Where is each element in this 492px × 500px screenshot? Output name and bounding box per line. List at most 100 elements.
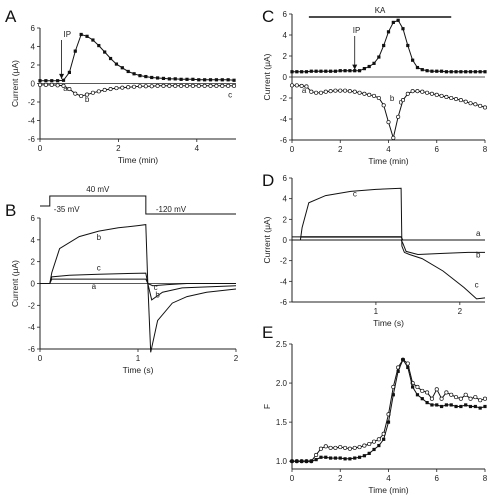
data-point — [309, 89, 314, 94]
data-point — [43, 82, 48, 87]
data-point — [85, 34, 89, 38]
data-point — [61, 78, 66, 82]
panel-letter: C — [262, 7, 274, 26]
data-point — [190, 83, 195, 88]
data-point — [226, 83, 231, 88]
data-point — [415, 393, 420, 397]
data-point — [167, 77, 171, 81]
data-point — [138, 74, 142, 78]
y-tick-label: 6 — [31, 24, 36, 33]
x-tick-label: 8 — [483, 145, 488, 154]
data-point — [295, 70, 299, 74]
data-point — [439, 404, 444, 409]
data-point — [114, 86, 119, 91]
panel-letter: B — [5, 201, 16, 220]
trace-label-c: c — [228, 90, 232, 99]
panel-letter: A — [5, 7, 17, 26]
trace-label-c: c — [399, 97, 403, 106]
data-point — [478, 103, 483, 108]
y-axis-title: Current (μA) — [10, 260, 20, 307]
data-point — [333, 456, 338, 460]
data-point — [401, 27, 405, 31]
data-point — [338, 445, 343, 450]
data-point — [300, 459, 304, 463]
data-point — [179, 83, 184, 88]
data-point — [347, 89, 352, 94]
data-point — [483, 404, 487, 409]
data-point — [300, 70, 304, 74]
data-point — [126, 85, 131, 90]
data-point — [430, 69, 434, 73]
data-point — [371, 439, 377, 444]
data-point — [352, 89, 357, 94]
trace-label-c: c — [353, 190, 357, 199]
panel-D-annotations: a b c c — [300, 190, 481, 290]
data-point — [304, 459, 309, 463]
data-point — [453, 97, 459, 102]
data-point — [391, 393, 395, 397]
data-point — [323, 89, 328, 94]
y-tick-label: -2 — [280, 94, 288, 103]
data-point — [420, 89, 425, 94]
data-point — [50, 79, 54, 83]
data-point — [357, 455, 362, 459]
data-point — [362, 67, 366, 71]
data-point — [343, 457, 347, 461]
series-line — [40, 33, 235, 82]
data-point — [329, 456, 333, 460]
data-point — [149, 84, 154, 89]
data-point — [386, 30, 391, 34]
data-point — [197, 78, 201, 82]
data-point — [463, 392, 468, 397]
data-point — [367, 64, 371, 69]
data-point — [386, 120, 391, 125]
data-point — [444, 94, 449, 100]
data-point — [357, 445, 362, 450]
data-point — [343, 88, 348, 93]
data-point — [295, 459, 299, 463]
data-point — [343, 69, 347, 73]
data-point — [338, 456, 342, 460]
data-point — [425, 90, 430, 95]
data-point — [79, 32, 83, 37]
data-point — [173, 77, 177, 81]
x-axis-title: Time (min) — [118, 155, 158, 165]
data-point — [56, 79, 60, 83]
data-point — [328, 445, 333, 450]
data-point — [362, 443, 367, 448]
x-axis-title: Time (min) — [368, 485, 408, 495]
data-point — [406, 43, 410, 48]
data-point — [435, 69, 439, 73]
y-tick-label: -2 — [28, 301, 36, 310]
trace-label-b: b — [97, 233, 102, 242]
data-point — [482, 105, 488, 110]
data-point — [391, 135, 396, 140]
data-point — [102, 87, 107, 93]
protocol-label-40mv: 40 mV — [86, 185, 110, 194]
data-point — [114, 62, 119, 66]
data-point — [185, 77, 189, 81]
ip3-arrowhead — [59, 73, 65, 79]
data-point — [435, 403, 439, 407]
data-point — [202, 83, 207, 88]
data-point — [208, 83, 213, 88]
voltage-protocol — [40, 195, 236, 215]
data-point — [338, 69, 342, 73]
data-point — [299, 83, 304, 88]
y-tick-label: -6 — [280, 136, 288, 145]
series-line — [292, 19, 485, 73]
x-tick-label: 4 — [195, 144, 200, 153]
data-point — [309, 459, 313, 463]
data-point — [382, 437, 386, 441]
data-point — [376, 437, 381, 442]
data-point — [430, 403, 434, 407]
data-point — [382, 43, 386, 48]
data-point — [396, 18, 400, 22]
data-point — [44, 79, 48, 83]
data-point — [415, 65, 420, 70]
trace-label-c: c — [97, 263, 101, 272]
data-point — [473, 395, 478, 400]
ka-label: KA — [375, 6, 386, 15]
data-point — [208, 78, 213, 82]
